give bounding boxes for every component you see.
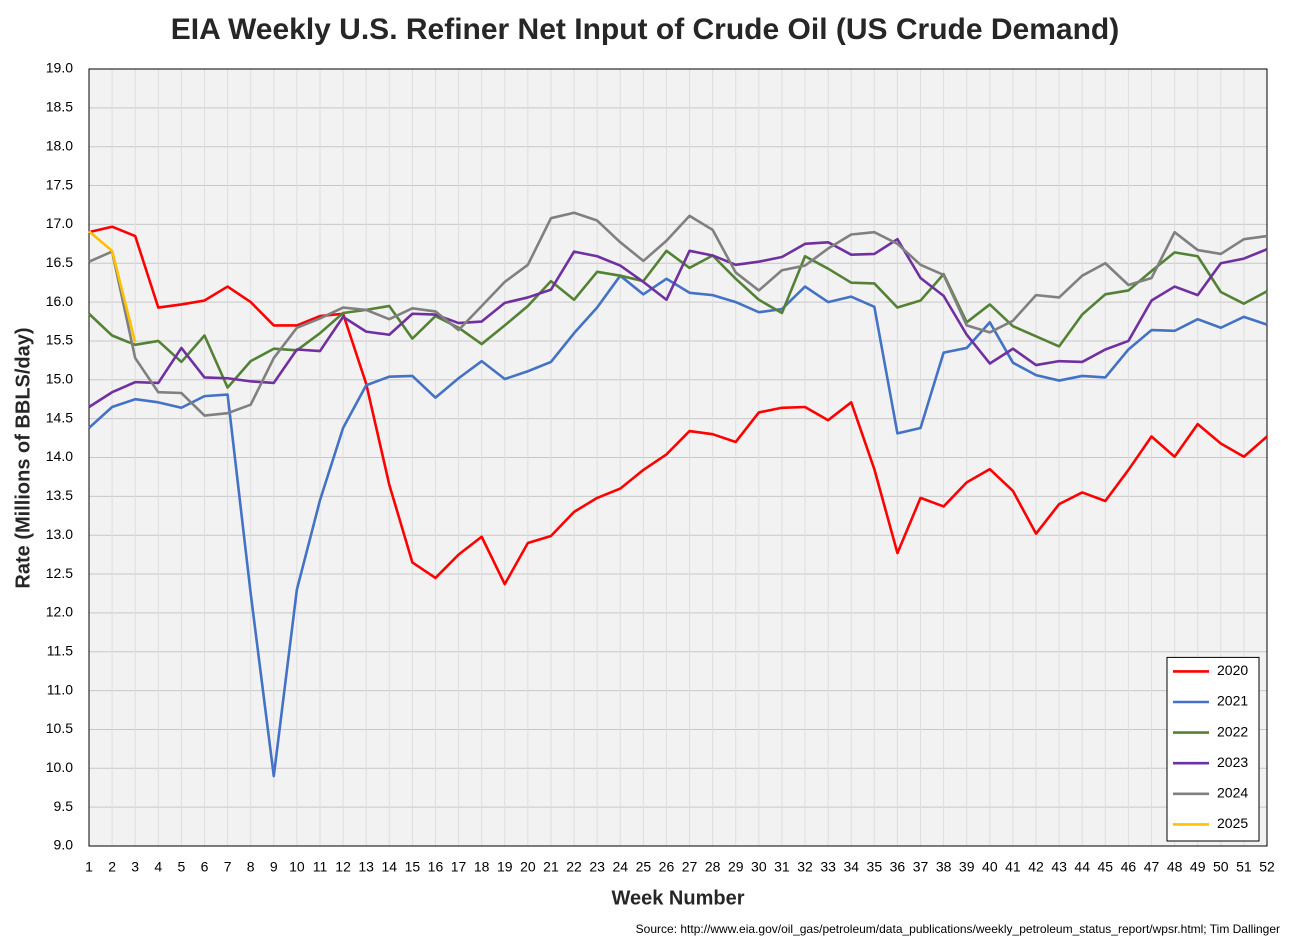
series-line — [88, 237, 1268, 409]
x-tick-label: 27 — [682, 859, 698, 875]
y-tick-label: 11.5 — [47, 642, 73, 658]
series-line — [88, 225, 1268, 586]
y-tick-label: 16.0 — [46, 293, 73, 309]
x-tick-label: 25 — [636, 859, 652, 875]
y-tick-label: 18.0 — [46, 137, 73, 153]
x-tick-label: 48 — [1167, 859, 1183, 875]
y-tick-label: 16.5 — [46, 254, 73, 270]
legend-label: 2021 — [1217, 693, 1248, 709]
y-tick-label: 13.0 — [46, 526, 73, 542]
x-tick-label: 12 — [335, 859, 351, 875]
chart-title: EIA Weekly U.S. Refiner Net Input of Cru… — [171, 13, 1119, 46]
series-line — [88, 274, 1268, 778]
series-line — [88, 249, 1268, 389]
x-tick-label: 38 — [936, 859, 952, 875]
y-tick-label: 10.0 — [46, 759, 73, 775]
legend-label: 2025 — [1217, 815, 1248, 831]
x-tick-label: 19 — [497, 859, 513, 875]
y-tick-label: 9.0 — [54, 837, 74, 853]
x-tick-label: 43 — [1051, 859, 1067, 875]
y-tick-label: 14.5 — [46, 409, 73, 425]
x-axis-label: Week Number — [611, 887, 744, 909]
x-tick-label: 51 — [1236, 859, 1252, 875]
legend-label: 2022 — [1217, 723, 1248, 739]
plot-border — [88, 68, 1268, 847]
x-tick-label: 36 — [890, 859, 906, 875]
x-tick-label: 22 — [566, 859, 582, 875]
series-line — [88, 211, 1268, 417]
x-tick-label: 44 — [1074, 859, 1090, 875]
x-tick-label: 17 — [451, 859, 467, 875]
x-tick-label: 9 — [270, 859, 278, 875]
y-tick-label: 11.0 — [47, 681, 73, 697]
x-tick-label: 10 — [289, 859, 305, 875]
y-tick-label: 12.0 — [46, 604, 73, 620]
x-tick-label: 49 — [1190, 859, 1206, 875]
series-line — [88, 230, 137, 343]
x-tick-label: 29 — [728, 859, 744, 875]
x-tick-label: 8 — [247, 859, 255, 875]
x-tick-label: 1 — [85, 859, 93, 875]
x-tick-label: 28 — [705, 859, 721, 875]
x-tick-label: 2 — [108, 859, 116, 875]
y-tick-label: 18.5 — [46, 99, 73, 115]
x-tick-label: 50 — [1213, 859, 1229, 875]
x-tick-label: 4 — [154, 859, 162, 875]
x-tick-label: 52 — [1259, 859, 1275, 875]
x-tick-label: 16 — [428, 859, 444, 875]
x-tick-label: 47 — [1144, 859, 1160, 875]
x-tick-label: 5 — [177, 859, 185, 875]
legend-label: 2023 — [1217, 754, 1248, 770]
legend: 2020 2021 2022 2023 2024 2025 — [1166, 656, 1260, 842]
y-tick-label: 14.0 — [46, 448, 73, 464]
legend-label: 2020 — [1217, 662, 1248, 678]
x-tick-label: 33 — [820, 859, 836, 875]
x-tick-label: 34 — [843, 859, 859, 875]
y-tick-label: 19.0 — [46, 60, 73, 76]
y-tick-label: 10.5 — [46, 720, 73, 736]
y-tick-label: 15.0 — [46, 371, 73, 387]
x-tick-label: 40 — [982, 859, 998, 875]
x-tick-label: 11 — [313, 859, 328, 875]
y-tick-label: 9.5 — [54, 798, 74, 814]
x-tick-label: 15 — [405, 859, 421, 875]
legend-box — [1166, 656, 1260, 842]
x-tick-label: 46 — [1121, 859, 1137, 875]
x-tick-label: 23 — [589, 859, 605, 875]
x-tick-label: 18 — [474, 859, 490, 875]
x-tick-label: 39 — [959, 859, 975, 875]
x-tick-label: 3 — [131, 859, 139, 875]
x-tick-label: 41 — [1005, 859, 1021, 875]
x-tick-label: 26 — [659, 859, 675, 875]
x-tick-label: 14 — [381, 859, 397, 875]
y-axis-label: Rate (Millions of BBLS/day) — [12, 327, 34, 588]
y-tick-label: 12.5 — [46, 565, 73, 581]
x-tick-label: 21 — [543, 859, 559, 875]
x-tick-label: 37 — [913, 859, 929, 875]
x-tick-label: 35 — [867, 859, 883, 875]
plot-area: 9.09.510.010.511.011.512.012.513.013.514… — [46, 60, 1275, 875]
x-tick-label: 6 — [201, 859, 209, 875]
source-note: Source: http://www.eia.gov/oil_gas/petro… — [636, 922, 1280, 936]
x-tick-label: 42 — [1028, 859, 1044, 875]
y-tick-label: 17.5 — [46, 176, 73, 192]
x-tick-label: 24 — [612, 859, 628, 875]
x-tick-label: 20 — [520, 859, 536, 875]
y-tick-label: 15.5 — [46, 332, 73, 348]
y-tick-label: 13.5 — [46, 487, 73, 503]
x-tick-label: 7 — [224, 859, 232, 875]
y-tick-label: 17.0 — [46, 215, 73, 231]
x-tick-label: 32 — [797, 859, 813, 875]
x-tick-label: 13 — [358, 859, 374, 875]
x-tick-label: 31 — [774, 859, 790, 875]
x-tick-label: 45 — [1098, 859, 1114, 875]
legend-label: 2024 — [1217, 785, 1248, 801]
x-tick-label: 30 — [751, 859, 767, 875]
